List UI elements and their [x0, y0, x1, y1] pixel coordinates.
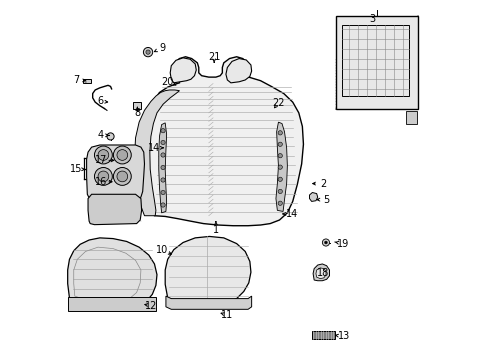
Circle shape — [117, 171, 127, 182]
Text: 4: 4 — [98, 130, 104, 140]
Text: 14: 14 — [148, 143, 160, 153]
Polygon shape — [165, 296, 251, 309]
Bar — [405, 111, 416, 123]
Circle shape — [94, 167, 112, 185]
Text: 21: 21 — [207, 52, 220, 62]
Bar — [83, 78, 91, 83]
Circle shape — [98, 150, 108, 160]
Text: 15: 15 — [70, 164, 82, 174]
Circle shape — [278, 142, 282, 147]
Circle shape — [117, 150, 127, 160]
Circle shape — [161, 153, 165, 157]
Bar — [341, 25, 408, 96]
Polygon shape — [225, 59, 251, 83]
Circle shape — [94, 146, 112, 164]
Circle shape — [278, 189, 282, 194]
Circle shape — [278, 131, 282, 135]
Text: 18: 18 — [316, 268, 328, 278]
Text: 16: 16 — [95, 177, 107, 187]
Polygon shape — [165, 237, 250, 306]
Circle shape — [278, 154, 282, 158]
Circle shape — [145, 50, 150, 54]
Polygon shape — [275, 122, 287, 211]
Circle shape — [161, 165, 165, 170]
Polygon shape — [67, 238, 157, 310]
Text: 8: 8 — [134, 108, 140, 118]
Text: 17: 17 — [95, 156, 107, 165]
Text: 5: 5 — [323, 195, 329, 204]
Circle shape — [278, 201, 282, 205]
Polygon shape — [86, 145, 144, 200]
Text: 2: 2 — [319, 179, 325, 189]
Circle shape — [278, 165, 282, 169]
Circle shape — [161, 129, 165, 133]
Text: 14: 14 — [285, 209, 297, 219]
Text: 11: 11 — [220, 310, 232, 320]
Polygon shape — [312, 264, 329, 281]
Polygon shape — [309, 193, 317, 202]
Circle shape — [113, 167, 131, 185]
Text: 7: 7 — [73, 75, 80, 85]
Text: 12: 12 — [145, 301, 158, 311]
Text: 6: 6 — [98, 96, 104, 107]
Circle shape — [107, 133, 114, 140]
Text: 9: 9 — [159, 43, 165, 53]
Circle shape — [161, 190, 165, 195]
Bar — [311, 331, 334, 339]
Polygon shape — [134, 90, 179, 216]
Polygon shape — [170, 58, 196, 83]
Circle shape — [322, 239, 329, 246]
Text: 22: 22 — [272, 98, 284, 108]
Circle shape — [98, 171, 108, 182]
Polygon shape — [159, 123, 166, 213]
FancyBboxPatch shape — [67, 297, 156, 311]
Text: 19: 19 — [336, 239, 348, 249]
Text: 20: 20 — [161, 77, 174, 87]
Text: 10: 10 — [155, 245, 167, 255]
Circle shape — [324, 241, 326, 244]
Circle shape — [161, 203, 165, 207]
Text: 3: 3 — [368, 14, 375, 24]
Circle shape — [161, 178, 165, 182]
Text: ∎: ∎ — [83, 79, 86, 84]
Text: 1: 1 — [212, 225, 219, 235]
Polygon shape — [144, 57, 303, 226]
Text: 13: 13 — [337, 332, 349, 342]
Circle shape — [278, 177, 282, 181]
Circle shape — [143, 48, 152, 57]
Polygon shape — [88, 194, 142, 225]
Circle shape — [113, 146, 131, 164]
Bar — [133, 102, 141, 109]
Polygon shape — [315, 268, 325, 279]
Circle shape — [161, 140, 165, 145]
Bar — [335, 16, 418, 109]
